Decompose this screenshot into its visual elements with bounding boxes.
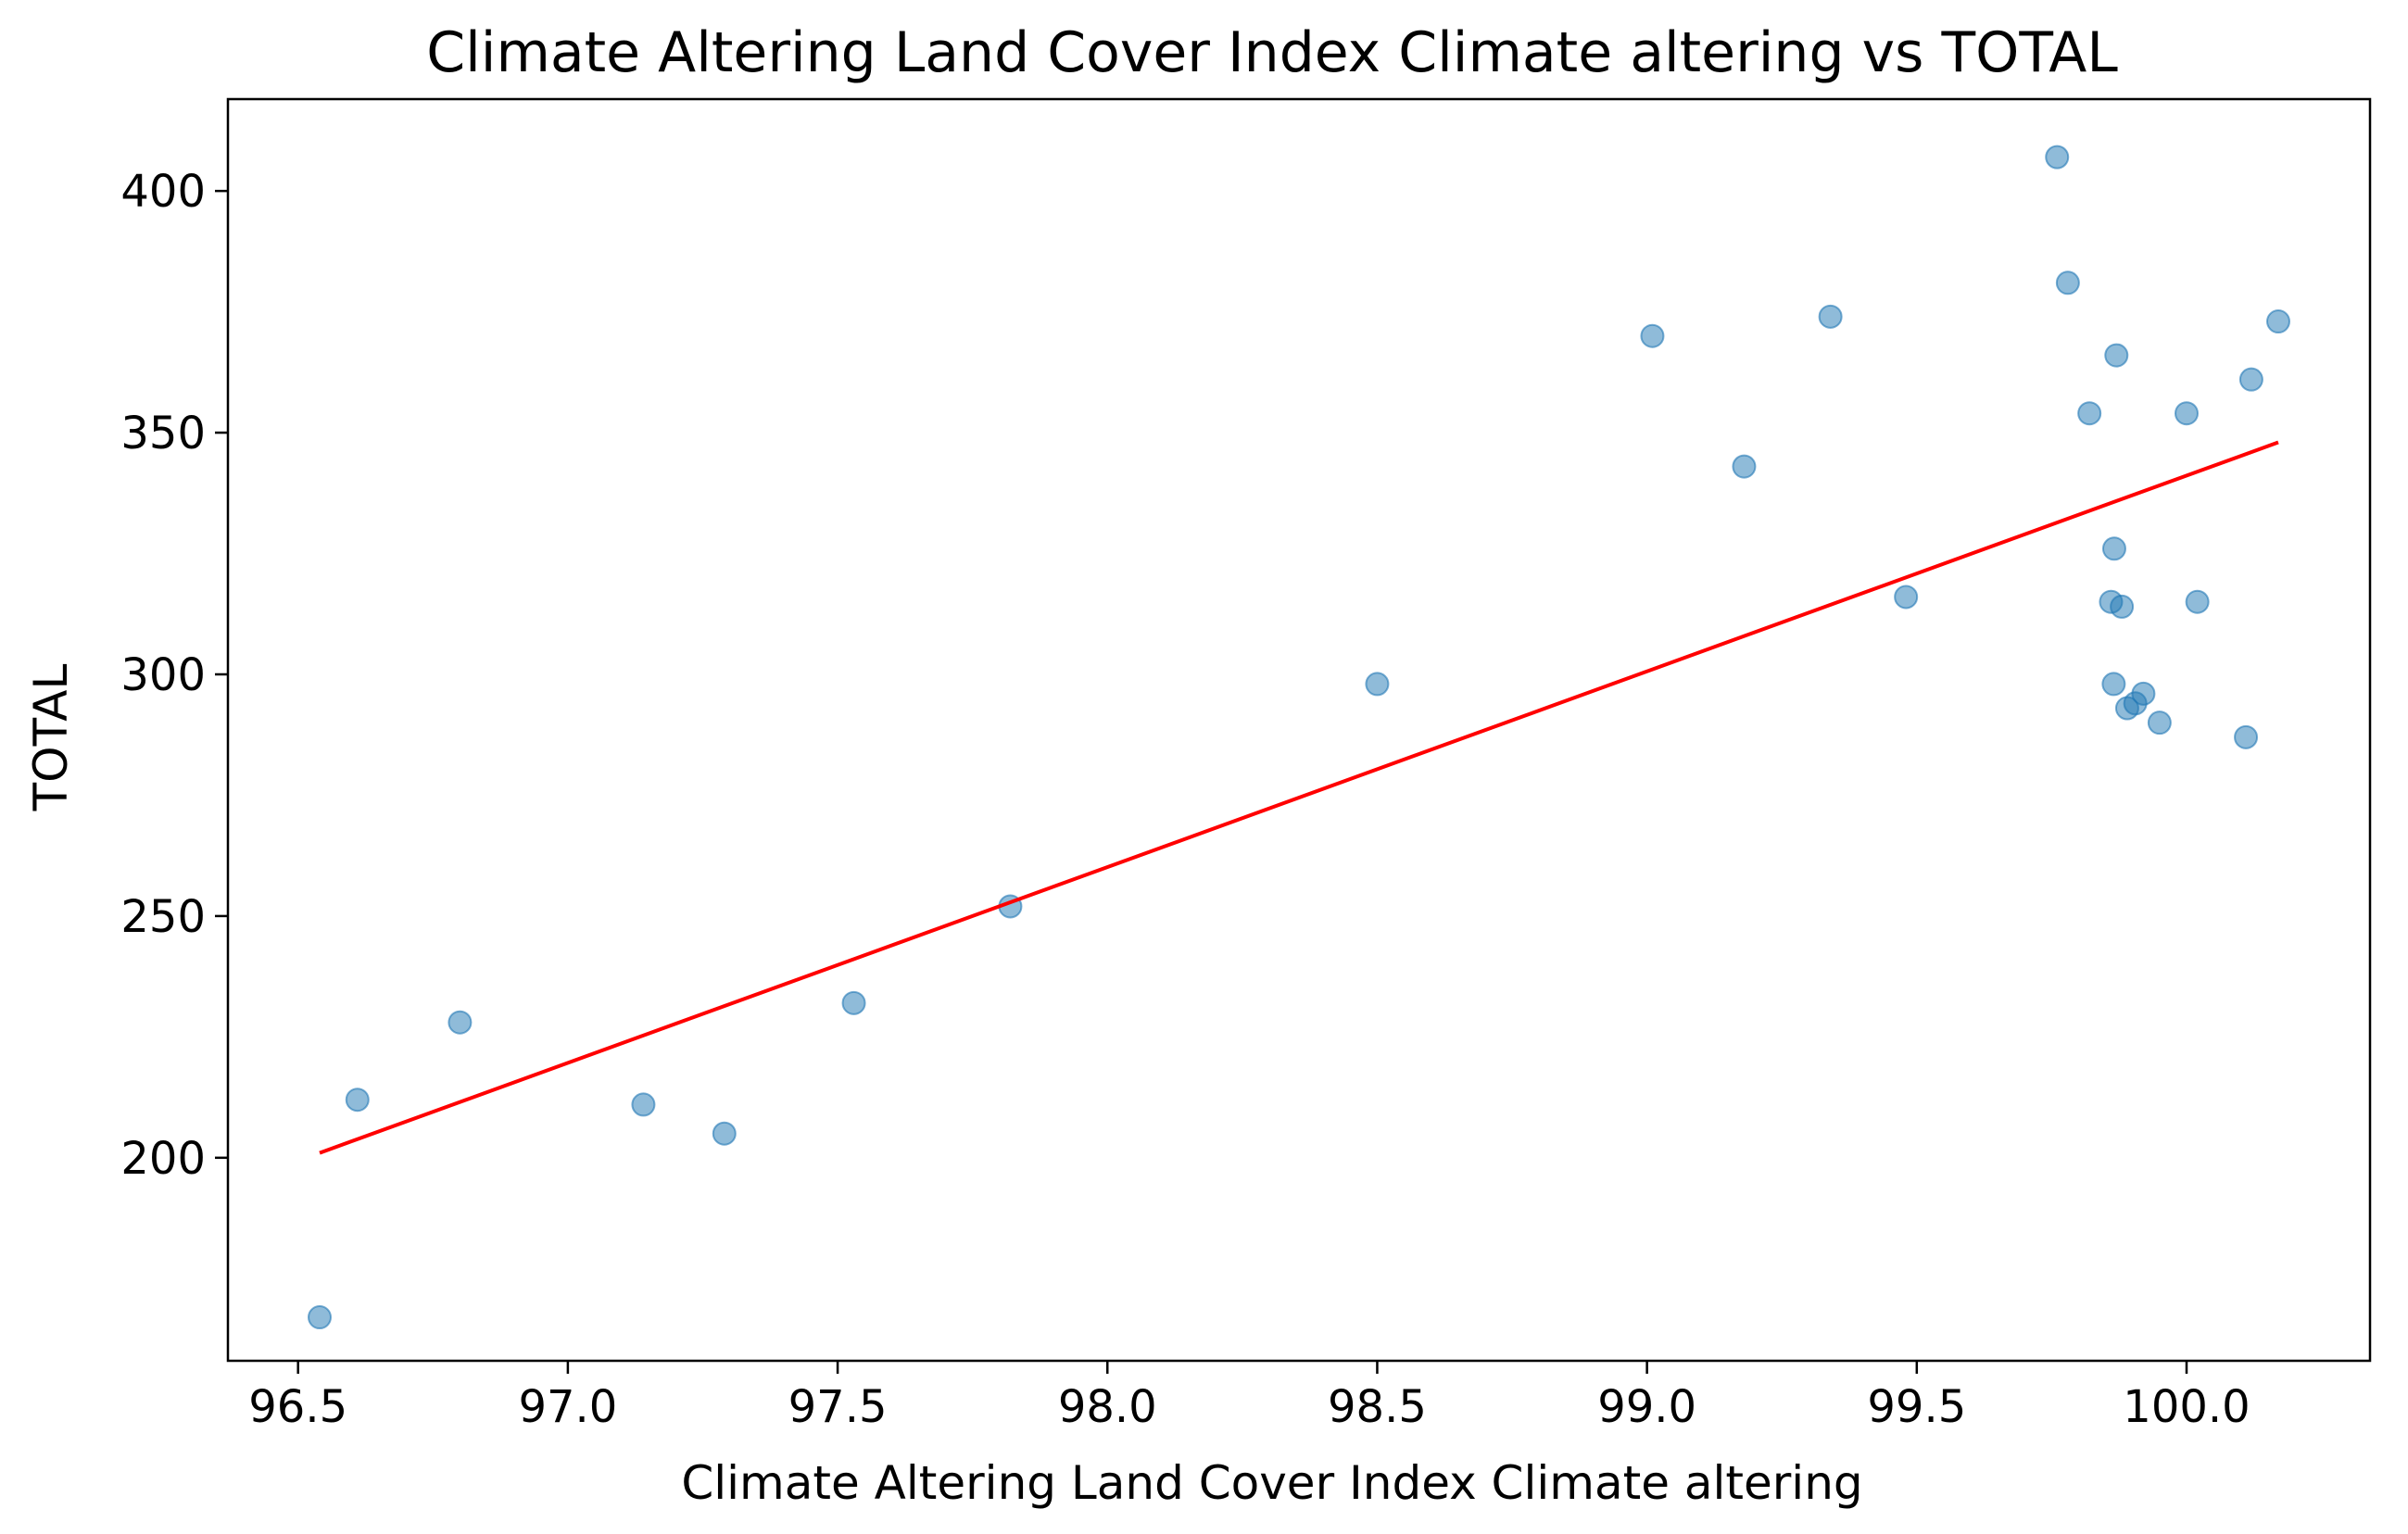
data-point bbox=[2234, 724, 2259, 749]
y-tick-label: 250 bbox=[120, 891, 206, 943]
data-point bbox=[2055, 270, 2080, 295]
trend-line-group bbox=[319, 440, 2279, 1155]
y-tick-label: 300 bbox=[120, 649, 206, 701]
data-point bbox=[2104, 343, 2129, 368]
x-tick-label: 97.5 bbox=[788, 1381, 888, 1433]
chart-title: Climate Altering Land Cover Index Climat… bbox=[426, 20, 2118, 85]
axis-ticks: 96.5 97.0 97.5 98.0 98.5 99.0 99.5 100.0 200 250 3… bbox=[120, 166, 2250, 1433]
plot-area-frame bbox=[226, 97, 2372, 1363]
data-point bbox=[1640, 323, 1665, 348]
data-point bbox=[2131, 681, 2156, 706]
data-point bbox=[1818, 304, 1843, 329]
x-tick-label: 99.0 bbox=[1597, 1381, 1696, 1433]
x-tick-label: 97.0 bbox=[518, 1381, 617, 1433]
data-point bbox=[448, 1010, 473, 1035]
data-point bbox=[2045, 145, 2070, 170]
data-point bbox=[308, 1305, 333, 1330]
data-point bbox=[2238, 367, 2263, 392]
data-point bbox=[712, 1121, 737, 1146]
x-tick-label: 100.0 bbox=[2123, 1381, 2250, 1433]
data-point bbox=[2101, 536, 2126, 561]
x-tick-label: 96.5 bbox=[248, 1381, 347, 1433]
trend-line bbox=[319, 440, 2279, 1155]
data-point bbox=[1365, 672, 1390, 697]
data-points bbox=[308, 145, 2290, 1330]
x-tick-label: 99.5 bbox=[1867, 1381, 1966, 1433]
x-axis-label: Climate Altering Land Cover Index Climat… bbox=[681, 1456, 1862, 1510]
x-tick-label: 98.0 bbox=[1058, 1381, 1157, 1433]
data-point bbox=[2185, 589, 2210, 614]
data-point bbox=[345, 1088, 370, 1113]
data-point bbox=[2147, 710, 2172, 736]
data-point bbox=[631, 1092, 656, 1117]
y-tick-label: 200 bbox=[120, 1133, 206, 1185]
data-point bbox=[1732, 454, 1757, 479]
data-point bbox=[841, 990, 866, 1015]
x-tick-label: 98.5 bbox=[1328, 1381, 1427, 1433]
y-tick-label: 400 bbox=[120, 166, 206, 218]
data-point bbox=[2110, 594, 2135, 619]
y-axis-label: TOTAL bbox=[24, 664, 78, 812]
data-point bbox=[2174, 401, 2199, 426]
data-point bbox=[2101, 672, 2126, 697]
data-point bbox=[2265, 309, 2290, 334]
data-point bbox=[1894, 585, 1919, 610]
y-tick-label: 350 bbox=[120, 408, 206, 459]
data-point bbox=[2077, 401, 2102, 426]
